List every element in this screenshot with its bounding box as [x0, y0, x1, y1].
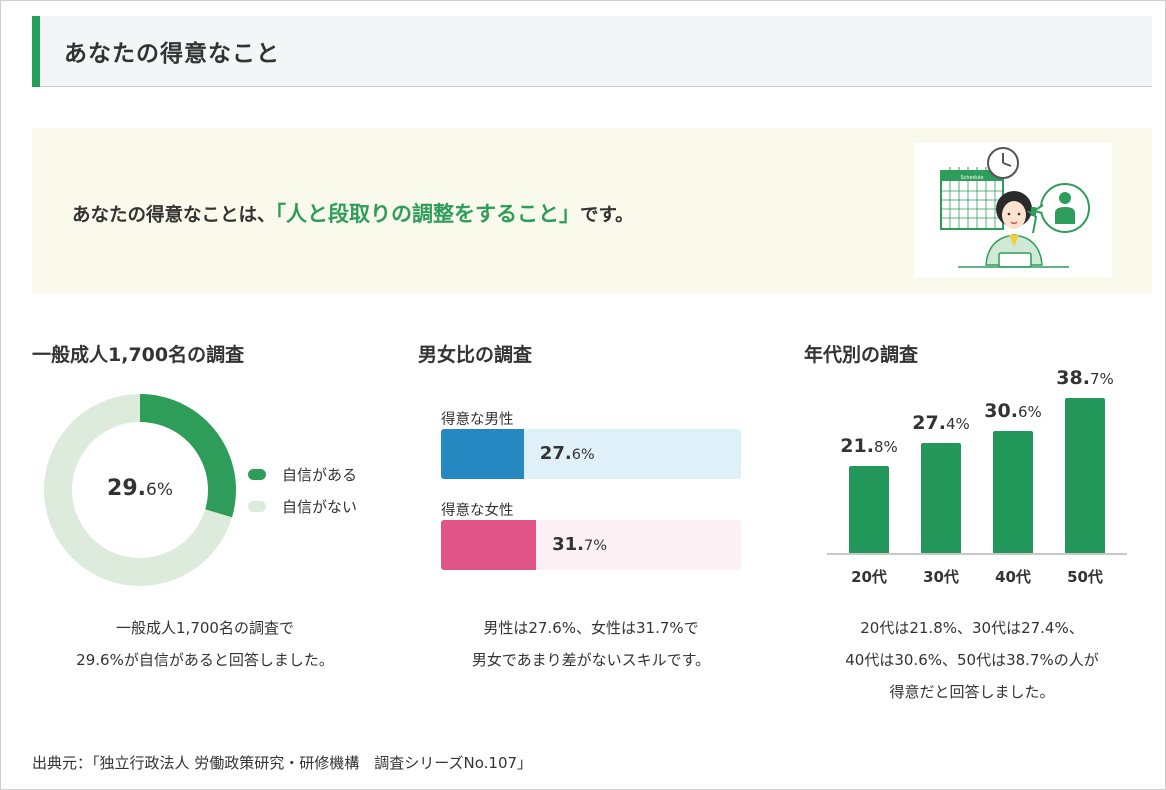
legend-swatch-confident [248, 469, 266, 480]
legend-swatch-not-confident [248, 501, 266, 512]
overall-survey-title: 一般成人1,700名の調査 [32, 344, 245, 366]
age-bar-50s [1065, 398, 1105, 553]
legend-not-confident: 自信がない [248, 496, 357, 517]
age-value-50s-sub: 7% [1089, 370, 1114, 389]
age-desc-line-3: 得意だと回答しました。 [889, 683, 1055, 701]
age-value-30s-main: 27. [912, 412, 946, 435]
age-description: 20代は21.8%、30代は27.4%、 40代は30.6%、50代は38.7%… [792, 612, 1152, 708]
legend-label-not-confident: 自信がない [282, 498, 358, 516]
donut-center-value: 29.6% [70, 476, 210, 501]
page-title: あなたの得意なこと [64, 41, 280, 67]
female-bar-value: 31.7% [552, 534, 607, 555]
female-bar-fill [441, 520, 537, 570]
header-accent-bar [32, 16, 40, 87]
donut-slice-not-confident [44, 394, 233, 586]
overall-description: 一般成人1,700名の調査で 29.6%が自信があると回答しました。 [20, 612, 390, 676]
age-bar-20s [849, 465, 889, 553]
female-value-sub: 7% [583, 538, 607, 554]
age-value-20s-main: 21. [840, 434, 874, 457]
age-value-40s-sub: 6% [1017, 402, 1042, 421]
source-citation: 出典元：「独立行政法人 労働政策研究・研修機構 調査シリーズNo.107」 [32, 754, 533, 772]
female-bar-track: 31.7% [441, 520, 741, 570]
gender-survey-title: 男女比の調査 [418, 344, 533, 366]
age-value-40s: 30.6% [973, 400, 1053, 422]
legend-label-confident: 自信がある [282, 466, 358, 484]
donut-center-main: 29. [107, 476, 146, 501]
schedule-illustration: Schedule [914, 143, 1112, 277]
gender-desc-line-1: 男性は27.6%、女性は31.7%で [483, 619, 699, 637]
male-bar-value: 27.6% [540, 443, 595, 464]
result-text: あなたの得意なことは、「人と段取りの調整をすること」です。 [72, 198, 634, 228]
calendar-label: Schedule [961, 175, 984, 181]
person-with-calendar-icon: Schedule [940, 147, 1090, 268]
age-survey-title: 年代別の調査 [804, 344, 919, 366]
result-prefix: あなたの得意なことは、 [72, 205, 276, 226]
male-bar-label: 得意な男性 [441, 412, 514, 428]
age-category-20s: 20代 [851, 568, 887, 586]
male-bar-track: 27.6% [441, 429, 741, 479]
female-value-main: 31. [552, 534, 584, 555]
legend-confident: 自信がある [248, 464, 357, 485]
female-bar-label: 得意な女性 [441, 503, 514, 519]
age-bar-40s [993, 430, 1033, 553]
age-chart-axis [827, 553, 1127, 555]
age-value-50s: 38.7% [1045, 367, 1125, 389]
male-value-main: 27. [539, 443, 572, 464]
result-box: あなたの得意なことは、「人と段取りの調整をすること」です。 Schedule [32, 128, 1152, 293]
age-value-30s: 27.4% [901, 412, 981, 434]
gender-description: 男性は27.6%、女性は31.7%で 男女であまり差がないスキルです。 [406, 612, 776, 676]
gender-desc-line-2: 男女であまり差がないスキルです。 [471, 651, 711, 669]
male-value-sub: 6% [571, 447, 595, 463]
overall-desc-line-2: 29.6%が自信があると回答しました。 [76, 651, 334, 669]
age-value-30s-sub: 4% [945, 415, 970, 434]
age-value-50s-main: 38. [1056, 367, 1090, 390]
age-value-20s: 21.8% [829, 435, 909, 457]
age-desc-line-2: 40代は30.6%、50代は38.7%の人が [845, 651, 1099, 669]
overall-desc-line-1: 一般成人1,700名の調査で [116, 619, 294, 637]
result-highlight: 「人と段取りの調整をすること」 [275, 202, 581, 226]
age-value-40s-main: 30. [984, 399, 1018, 422]
age-category-30s: 30代 [923, 568, 959, 586]
age-desc-line-1: 20代は21.8%、30代は27.4%、 [860, 619, 1084, 637]
donut-slice-confident [140, 394, 236, 518]
confidence-donut-chart [44, 394, 236, 586]
age-value-20s-sub: 8% [873, 437, 898, 456]
section-header: あなたの得意なこと [32, 16, 1152, 87]
age-bar-30s [921, 443, 961, 553]
donut-center-sub: 6% [146, 480, 173, 500]
age-category-50s: 50代 [1067, 568, 1103, 586]
result-suffix: です。 [580, 205, 634, 226]
male-bar-fill [441, 429, 524, 479]
age-category-40s: 40代 [995, 568, 1031, 586]
